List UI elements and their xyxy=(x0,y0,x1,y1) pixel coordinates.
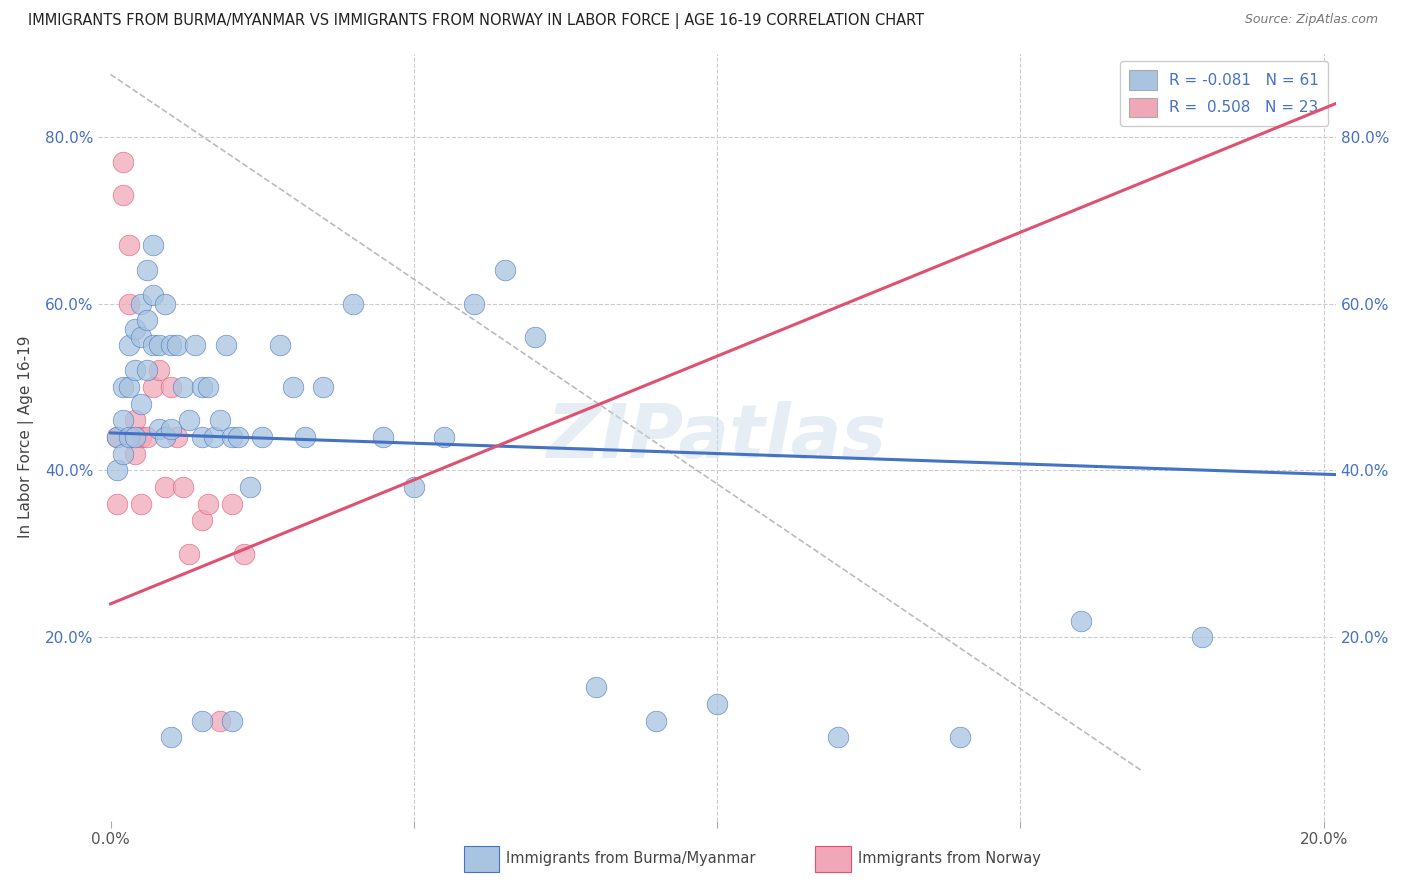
Point xyxy=(827,731,849,745)
Point xyxy=(250,430,273,444)
Point xyxy=(312,380,335,394)
Point xyxy=(184,338,207,352)
Point xyxy=(129,296,152,310)
Point xyxy=(118,238,141,252)
Point xyxy=(124,413,146,427)
Point xyxy=(148,422,170,436)
Text: IMMIGRANTS FROM BURMA/MYANMAR VS IMMIGRANTS FROM NORWAY IN LABOR FORCE | AGE 16-: IMMIGRANTS FROM BURMA/MYANMAR VS IMMIGRA… xyxy=(28,13,924,29)
Point xyxy=(118,296,141,310)
Point xyxy=(160,338,183,352)
Point xyxy=(118,430,141,444)
Point xyxy=(179,547,201,561)
Point xyxy=(166,430,188,444)
Point xyxy=(172,480,194,494)
Point xyxy=(148,363,170,377)
Text: Immigrants from Norway: Immigrants from Norway xyxy=(858,852,1040,866)
Point xyxy=(524,330,547,344)
Point xyxy=(221,430,243,444)
Point xyxy=(160,731,183,745)
Point xyxy=(160,380,183,394)
Point xyxy=(269,338,291,352)
Point xyxy=(166,338,188,352)
Point xyxy=(124,447,146,461)
Point xyxy=(197,380,219,394)
Point xyxy=(129,430,152,444)
Point xyxy=(463,296,485,310)
Point xyxy=(153,430,176,444)
Point xyxy=(136,430,159,444)
Point xyxy=(208,714,231,728)
Point xyxy=(172,380,194,394)
Point xyxy=(124,363,146,377)
Y-axis label: In Labor Force | Age 16-19: In Labor Force | Age 16-19 xyxy=(18,335,34,539)
Point xyxy=(402,480,425,494)
Point xyxy=(160,422,183,436)
Point xyxy=(221,497,243,511)
Point xyxy=(294,430,316,444)
Point xyxy=(105,497,128,511)
Point xyxy=(118,338,141,352)
Point xyxy=(1070,614,1092,628)
Point xyxy=(124,430,146,444)
Point xyxy=(1191,630,1213,644)
Point xyxy=(129,397,152,411)
Point xyxy=(111,413,134,427)
Text: Source: ZipAtlas.com: Source: ZipAtlas.com xyxy=(1244,13,1378,27)
Point xyxy=(221,714,243,728)
Point xyxy=(342,296,364,310)
Point xyxy=(148,338,170,352)
Point xyxy=(190,714,212,728)
Point xyxy=(433,430,456,444)
Point xyxy=(281,380,304,394)
Point xyxy=(129,497,152,511)
Point xyxy=(105,463,128,477)
Point xyxy=(645,714,668,728)
Text: Immigrants from Burma/Myanmar: Immigrants from Burma/Myanmar xyxy=(506,852,755,866)
Point xyxy=(136,363,159,377)
Point xyxy=(706,697,728,711)
Point xyxy=(190,430,212,444)
Point xyxy=(153,296,176,310)
Point xyxy=(118,380,141,394)
Point xyxy=(949,731,972,745)
Point xyxy=(233,547,256,561)
Point xyxy=(142,288,165,302)
Point xyxy=(585,680,607,694)
Point xyxy=(111,380,134,394)
Point xyxy=(142,238,165,252)
Point xyxy=(190,380,212,394)
Point xyxy=(142,380,165,394)
Point xyxy=(494,263,516,277)
Point xyxy=(105,430,128,444)
Point xyxy=(208,413,231,427)
Point xyxy=(136,313,159,327)
Point xyxy=(129,330,152,344)
Point xyxy=(202,430,225,444)
Point xyxy=(111,155,134,169)
Text: ZIPatlas: ZIPatlas xyxy=(547,401,887,474)
Point xyxy=(142,338,165,352)
Point xyxy=(226,430,249,444)
Point xyxy=(190,513,212,527)
Point xyxy=(111,188,134,202)
Point xyxy=(111,447,134,461)
Point xyxy=(179,413,201,427)
Legend: R = -0.081   N = 61, R =  0.508   N = 23: R = -0.081 N = 61, R = 0.508 N = 23 xyxy=(1121,62,1329,127)
Point xyxy=(215,338,238,352)
Point xyxy=(373,430,395,444)
Point xyxy=(136,263,159,277)
Point xyxy=(239,480,262,494)
Point xyxy=(105,430,128,444)
Point xyxy=(197,497,219,511)
Point xyxy=(153,480,176,494)
Point xyxy=(124,321,146,335)
